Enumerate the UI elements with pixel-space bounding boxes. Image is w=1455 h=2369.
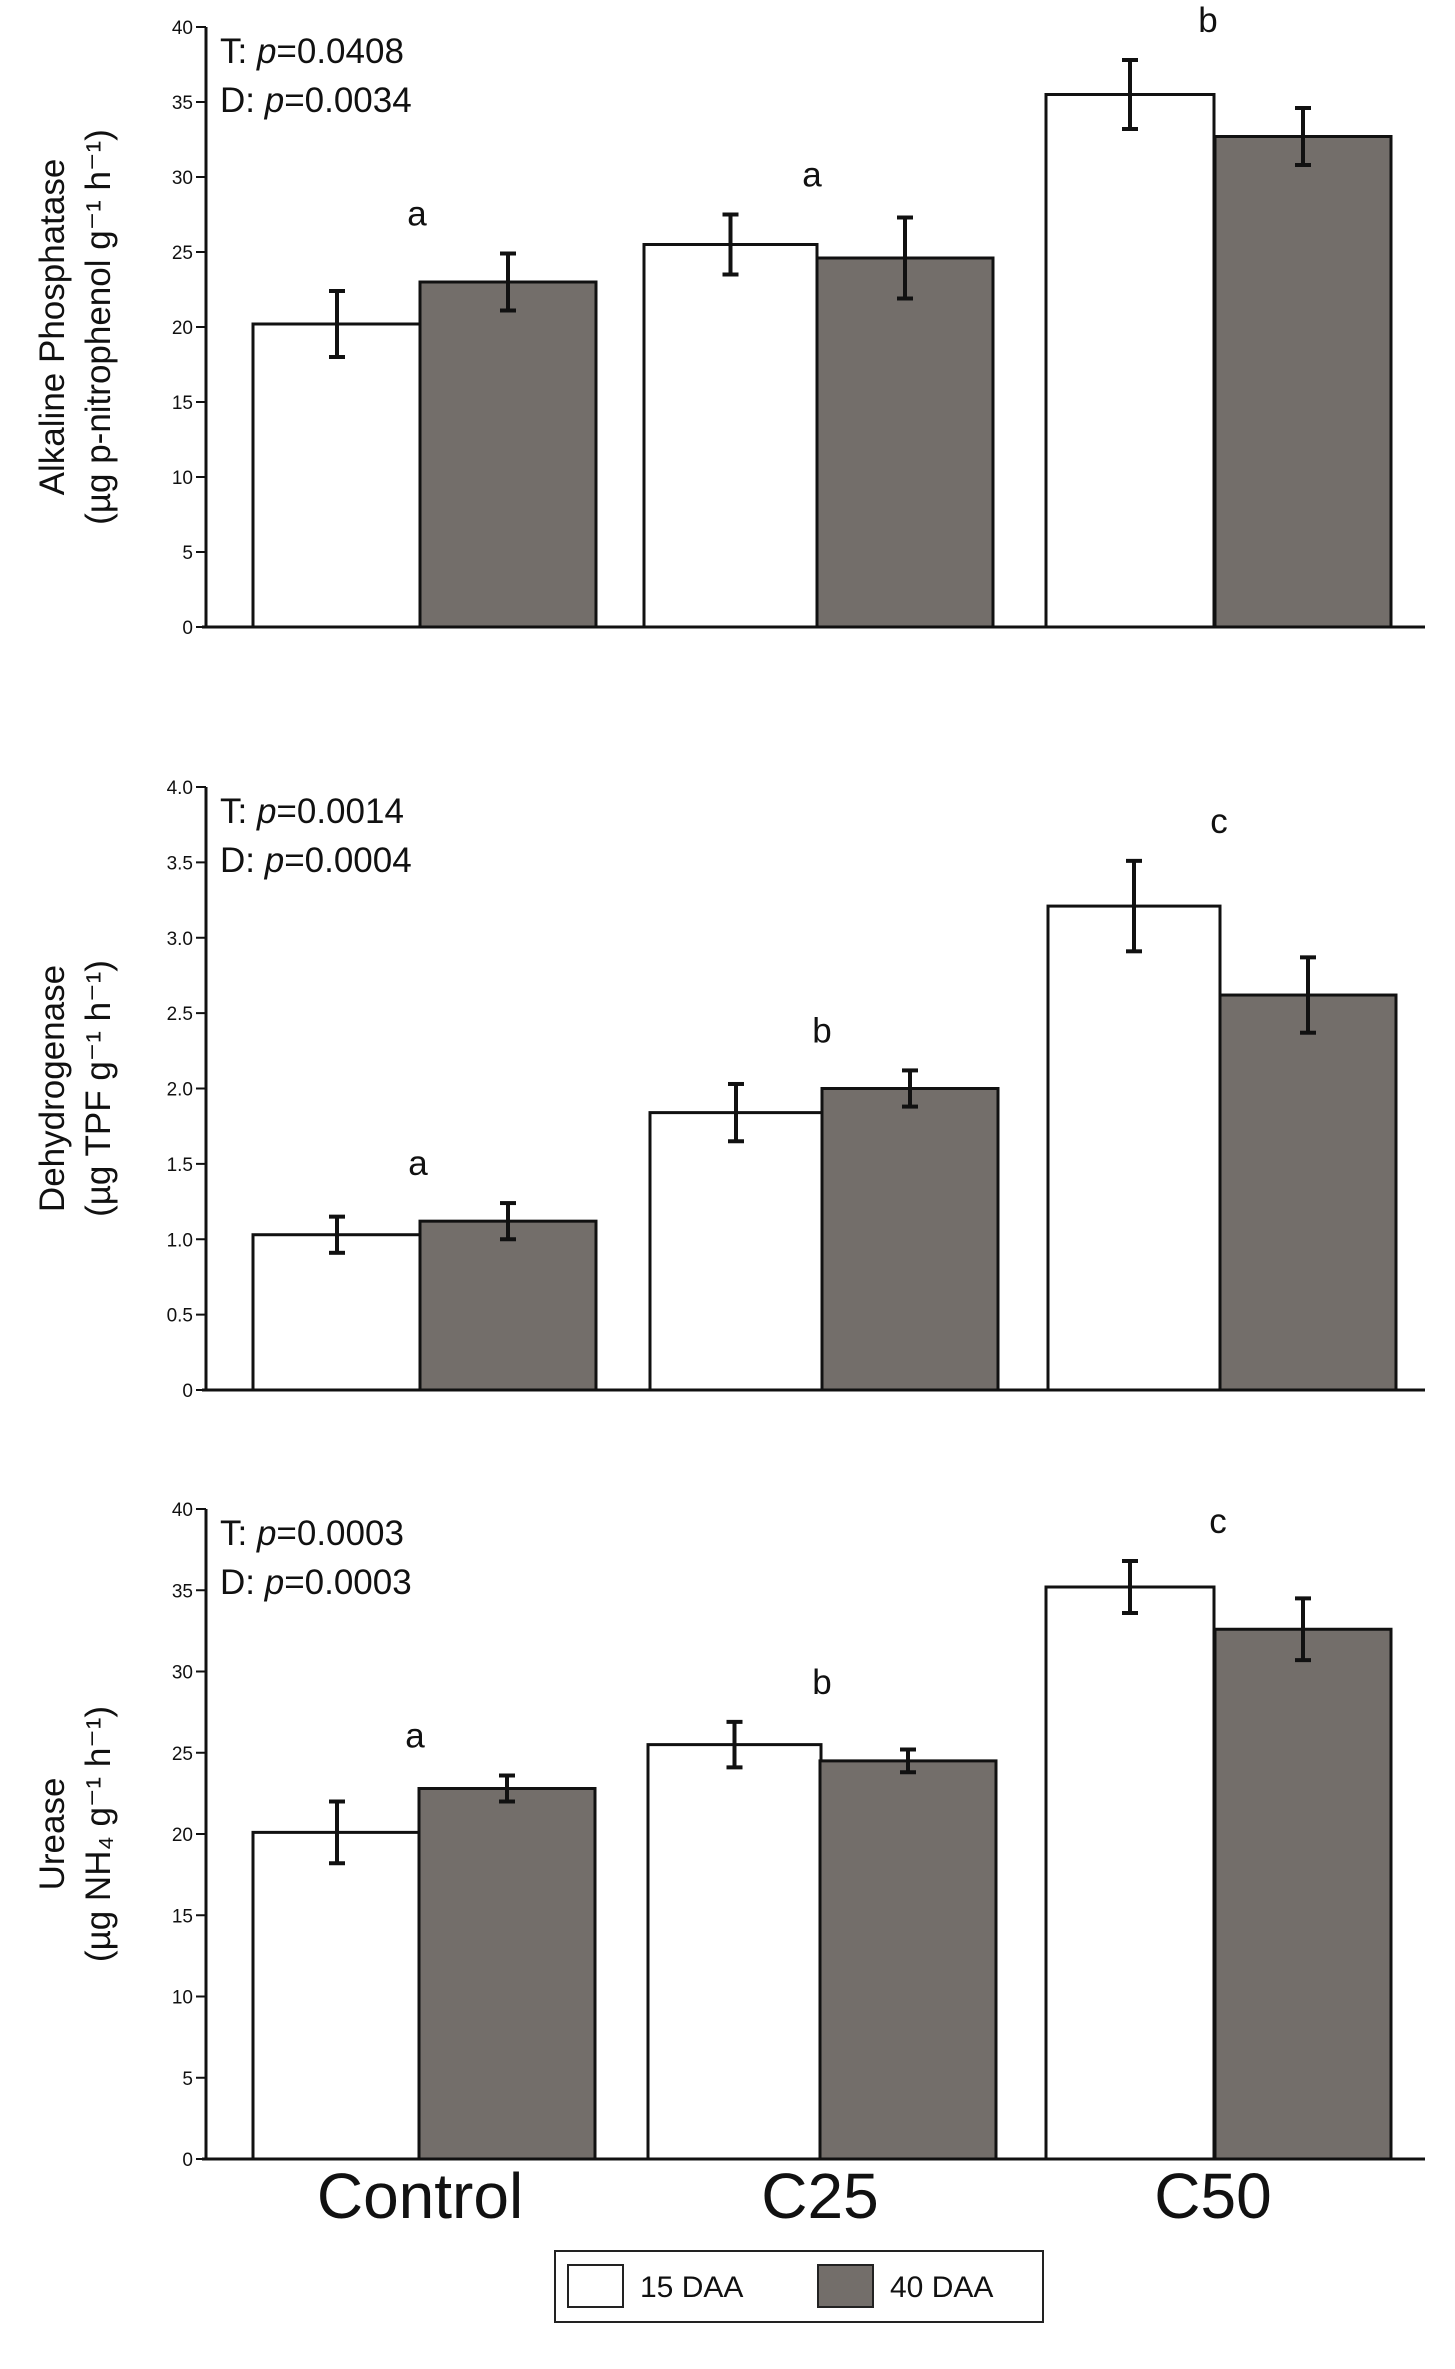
bar-c25-40-daa bbox=[820, 1087, 1000, 1392]
legend-swatch-40-daa bbox=[817, 2264, 874, 2308]
y-tick-label: 4.0 bbox=[167, 778, 193, 799]
bar-c50-15-daa bbox=[1044, 93, 1216, 629]
y-tick-label: 15 bbox=[172, 393, 193, 414]
y-tick-label: 5 bbox=[182, 2069, 193, 2090]
panel-2: 0 0.5 1.0 1.5 2.0 2.5 3.0 3.5 4.0 Dehydrogenase (µ… bbox=[33, 778, 1425, 1402]
y-tick-label: 10 bbox=[172, 1988, 193, 2009]
significance-letter-c25: b bbox=[812, 1663, 831, 1702]
y-tick-label: 2.5 bbox=[167, 1004, 193, 1025]
bar-c25-40-daa bbox=[815, 256, 995, 629]
bar-control-40-daa bbox=[418, 280, 598, 629]
category-label-c25: C25 bbox=[761, 2160, 878, 2232]
significance-letter-control: a bbox=[407, 195, 427, 234]
y-tick-label: 1.0 bbox=[167, 1230, 193, 1251]
y-axis-title-line2: (µg p-nitrophenol g⁻¹ h⁻¹) bbox=[79, 129, 118, 525]
significance-letter-c50: c bbox=[1209, 1502, 1227, 1541]
y-tick-label: 2.0 bbox=[167, 1080, 193, 1101]
bar-c50-40-daa bbox=[1213, 1627, 1393, 2161]
bar-c50-15-daa bbox=[1046, 904, 1222, 1392]
significance-letter-c25: a bbox=[802, 156, 822, 195]
y-tick-label: 25 bbox=[172, 1744, 193, 1765]
y-axis-title-line1: Alkaline Phosphatase bbox=[33, 159, 72, 496]
y-tick-label: 40 bbox=[172, 1500, 193, 1521]
bar-c25-40-daa bbox=[818, 1759, 998, 2161]
legend-label-15-daa: 15 DAA bbox=[640, 2271, 743, 2304]
legend: 15 DAA 40 DAA bbox=[554, 2250, 1044, 2323]
bar-control-15-daa bbox=[251, 322, 423, 629]
stat-d: D: p=0.0003 bbox=[220, 1563, 412, 1602]
stat-d: D: p=0.0034 bbox=[220, 81, 412, 120]
stat-t: T: p=0.0003 bbox=[220, 1514, 404, 1553]
bar-control-40-daa bbox=[417, 1787, 597, 2161]
legend-label-40-daa: 40 DAA bbox=[890, 2271, 993, 2304]
y-tick-label: 10 bbox=[172, 468, 193, 489]
y-tick-label: 40 bbox=[172, 18, 193, 39]
panel-1: 0 5 10 15 20 25 30 35 40 Alkaline Phosphatase (µg … bbox=[33, 1, 1425, 639]
stat-t: T: p=0.0408 bbox=[220, 32, 404, 71]
y-tick-label: 0 bbox=[182, 618, 193, 639]
y-tick-label: 20 bbox=[172, 1825, 193, 1846]
y-tick-label: 3.5 bbox=[167, 853, 193, 874]
bar-c50-15-daa bbox=[1044, 1585, 1216, 2161]
stat-d: D: p=0.0004 bbox=[220, 841, 412, 880]
bar-c50-40-daa bbox=[1213, 135, 1393, 629]
y-axis-title-line1: Urease bbox=[33, 1778, 72, 1891]
bar-c25-15-daa bbox=[648, 1111, 824, 1392]
y-tick-label: 1.5 bbox=[167, 1155, 193, 1176]
significance-letter-control: a bbox=[408, 1144, 428, 1183]
y-axis-title-line2: (µg NH₄ g⁻¹ h⁻¹) bbox=[79, 1706, 118, 1962]
y-tick-label: 0.5 bbox=[167, 1306, 193, 1327]
y-tick-label: 5 bbox=[182, 543, 193, 564]
stat-t: T: p=0.0014 bbox=[220, 792, 404, 831]
y-tick-label: 0 bbox=[182, 2150, 193, 2171]
y-tick-label: 25 bbox=[172, 243, 193, 264]
y-tick-label: 35 bbox=[172, 1581, 193, 1602]
y-tick-label: 30 bbox=[172, 168, 193, 189]
legend-frame bbox=[554, 2250, 1044, 2323]
significance-letter-control: a bbox=[405, 1717, 425, 1756]
legend-swatch-15-daa bbox=[567, 2264, 624, 2308]
bar-c50-40-daa bbox=[1218, 993, 1398, 1392]
panel-3: 0 5 10 15 20 25 30 35 40 Urease (µg NH₄ g⁻¹ h⁻¹) T:… bbox=[33, 1500, 1425, 2171]
significance-letter-c50: b bbox=[1198, 1, 1217, 40]
category-label-c50: C50 bbox=[1154, 2160, 1271, 2232]
bar-control-15-daa bbox=[251, 1830, 423, 2161]
bar-control-15-daa bbox=[251, 1233, 423, 1392]
y-tick-label: 20 bbox=[172, 318, 193, 339]
bar-control-40-daa bbox=[418, 1219, 598, 1392]
category-label-control: Control bbox=[317, 2160, 523, 2232]
y-tick-label: 0 bbox=[182, 1381, 193, 1402]
significance-letter-c25: b bbox=[812, 1011, 831, 1050]
y-axis-title-line1: Dehydrogenase bbox=[33, 965, 72, 1212]
bar-c25-15-daa bbox=[646, 1743, 823, 2161]
significance-letter-c50: c bbox=[1210, 802, 1228, 841]
y-tick-label: 30 bbox=[172, 1663, 193, 1684]
bar-c25-15-daa bbox=[642, 243, 819, 629]
y-axis-title-line2: (µg TPF g⁻¹ h⁻¹) bbox=[79, 960, 118, 1217]
y-tick-label: 35 bbox=[172, 93, 193, 114]
category-labels: Control C25 C50 bbox=[317, 2160, 1272, 2232]
y-tick-label: 15 bbox=[172, 1906, 193, 1927]
y-tick-label: 3.0 bbox=[167, 929, 193, 950]
